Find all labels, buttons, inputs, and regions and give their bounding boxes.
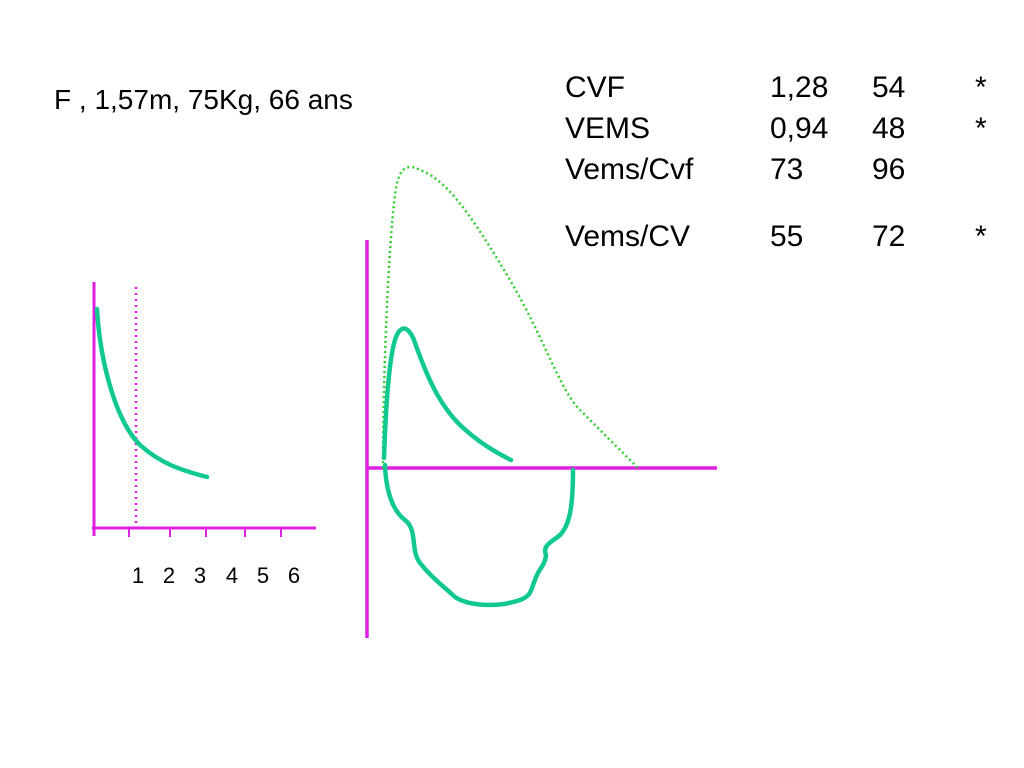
measured-inspiratory-curve <box>382 462 576 608</box>
vt-tick-label: 4 <box>226 563 238 588</box>
row-percent: 48 <box>872 112 906 145</box>
row-percent: 96 <box>872 153 906 186</box>
vt-tick-label: 2 <box>163 563 175 588</box>
row-measured: 0,94 <box>770 112 829 145</box>
volume-time-plot: 1 2 3 4 5 6 <box>92 282 316 588</box>
row-measured: 55 <box>770 220 804 253</box>
row-label: Vems/CV <box>565 220 691 253</box>
vt-tick-label: 6 <box>288 563 300 588</box>
vt-tick-label: 1 <box>132 563 144 588</box>
vt-ticks <box>128 528 282 537</box>
patient-info: F , 1,57m, 75Kg, 66 ans <box>54 84 353 115</box>
row-percent: 54 <box>872 71 906 104</box>
measured-expiratory-curve <box>381 326 514 463</box>
row-measured: 1,28 <box>770 71 829 104</box>
row-measured: 73 <box>770 153 804 186</box>
row-percent: 72 <box>872 220 906 253</box>
row-flag: * <box>975 71 987 104</box>
row-label: VEMS <box>565 112 651 145</box>
row-label: Vems/Cvf <box>565 153 694 186</box>
predicted-flow-volume-curve <box>381 165 639 469</box>
flow-volume-loop <box>365 165 717 638</box>
volume-time-curve <box>94 306 210 480</box>
row-flag: * <box>975 220 987 253</box>
row-flag: * <box>975 112 987 145</box>
vt-tick-label: 5 <box>257 563 269 588</box>
vt-tick-label: 3 <box>194 563 206 588</box>
row-label: CVF <box>565 71 625 104</box>
